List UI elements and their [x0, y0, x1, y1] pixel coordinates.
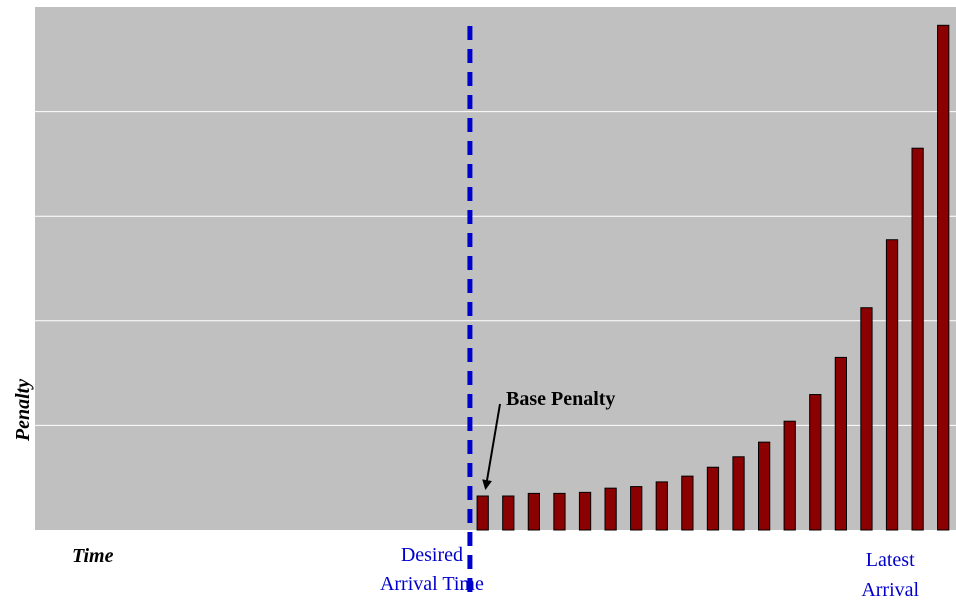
penalty-bar: [578, 491, 592, 531]
penalty-bar: [860, 307, 873, 531]
penalty-bar: [757, 441, 771, 531]
penalty-bar: [911, 147, 924, 531]
penalty-bar: [937, 24, 950, 531]
penalty-bar: [502, 495, 515, 531]
gridlines: [35, 111, 956, 426]
desired-arrival-label-line2: Arrival Time: [380, 573, 484, 595]
penalty-bar: [630, 486, 643, 531]
penalty-bar: [706, 466, 720, 531]
base-penalty-arrow: [482, 403, 501, 490]
penalty-bar: [681, 475, 694, 531]
penalty-bar: [809, 394, 822, 531]
penalty-bar: [527, 492, 541, 531]
penalty-bar: [476, 495, 489, 531]
latest-arrival-label-line2: Arrival: [861, 579, 919, 601]
x-axis-label: Time: [72, 545, 114, 567]
latest-arrival-label-line1: Latest: [866, 549, 915, 571]
desired-arrival-label-line1: Desired: [401, 544, 463, 566]
penalty-bar: [553, 492, 566, 531]
penalty-bar: [834, 356, 848, 531]
penalty-bar: [732, 456, 745, 531]
base-penalty-label: Base Penalty: [506, 388, 615, 410]
penalty-bar: [885, 239, 899, 531]
penalty-bar: [604, 487, 617, 531]
penalty-bar: [655, 481, 668, 531]
y-axis-label: Penalty: [12, 379, 34, 442]
plot-area: [35, 7, 956, 530]
penalty-bar: [783, 420, 796, 531]
bars: [476, 24, 950, 531]
